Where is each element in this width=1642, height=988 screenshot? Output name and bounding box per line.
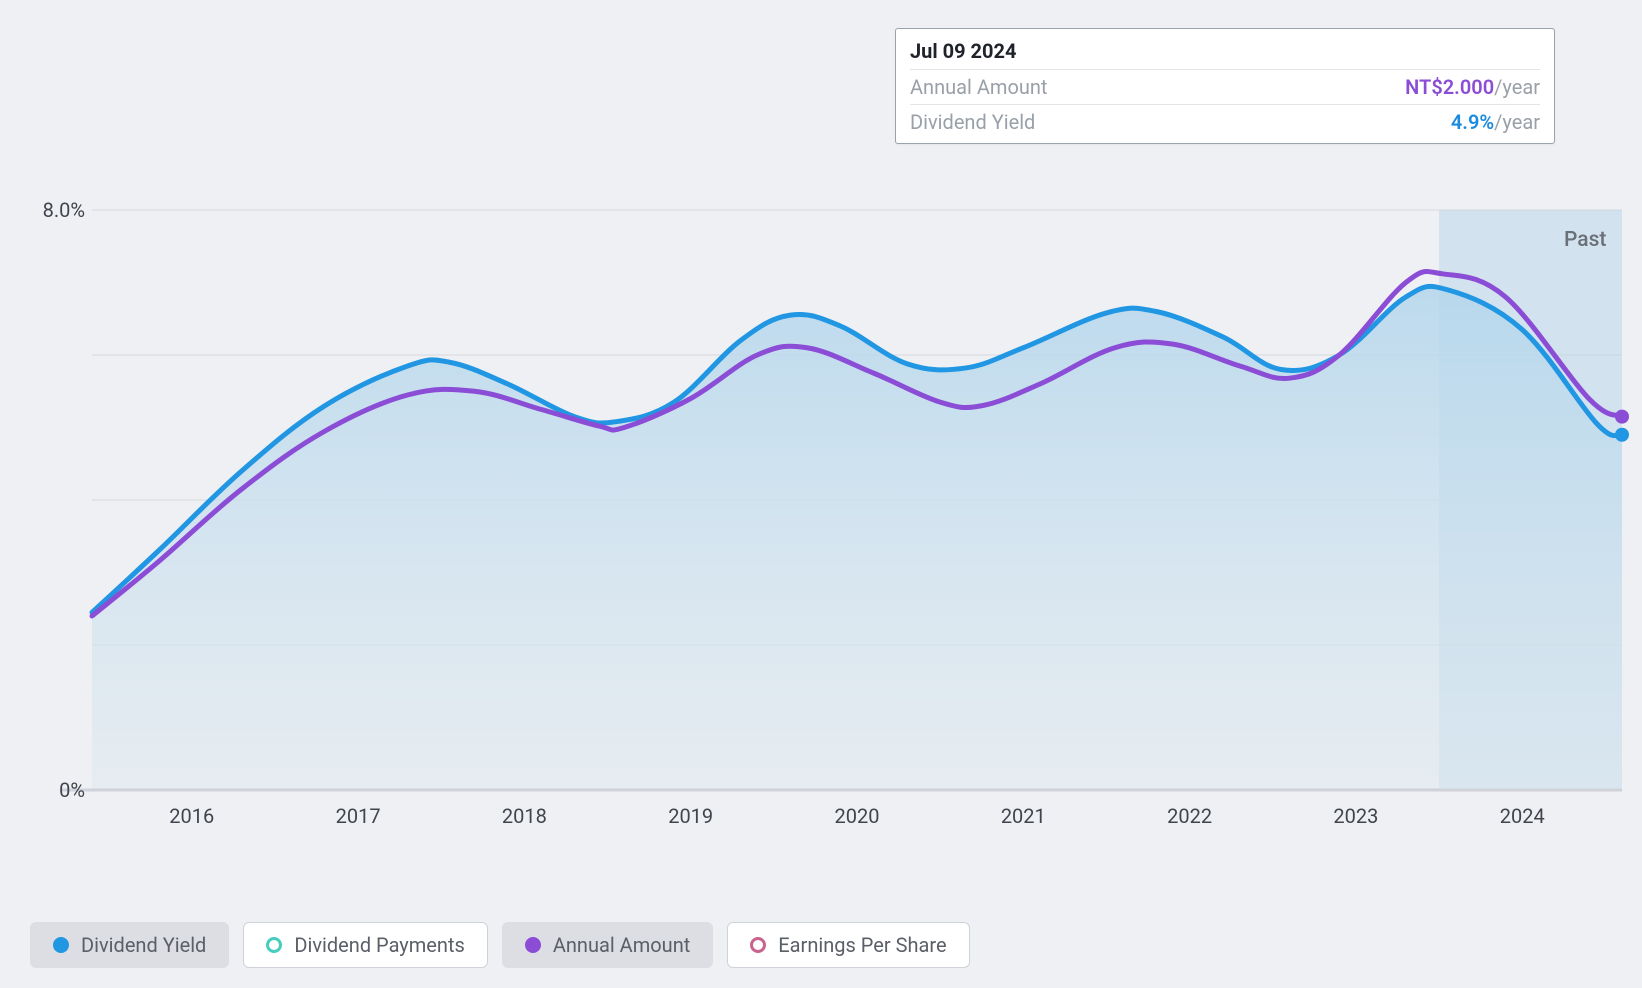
legend-item-dividend-yield[interactable]: Dividend Yield [30, 922, 229, 968]
legend-item-annual-amount[interactable]: Annual Amount [502, 922, 713, 968]
tooltip-row-dividend-yield: Dividend Yield 4.9%/year [910, 105, 1540, 139]
x-axis-label: 2024 [1500, 804, 1545, 828]
legend-marker-icon [525, 937, 541, 953]
chart-tooltip: Jul 09 2024 Annual Amount NT$2.000/year … [895, 28, 1555, 144]
tooltip-label: Dividend Yield [910, 110, 1035, 134]
x-axis-label: 2017 [336, 804, 381, 828]
tooltip-value: 4.9%/year [1451, 110, 1540, 134]
legend-label: Annual Amount [553, 933, 690, 957]
chart-legend: Dividend Yield Dividend Payments Annual Am… [30, 922, 970, 968]
y-axis-label: 8.0% [43, 198, 85, 222]
past-region-label: Past [1564, 228, 1606, 252]
tooltip-title: Jul 09 2024 [910, 39, 1540, 70]
x-axis-label: 2023 [1333, 804, 1378, 828]
x-axis-label: 2020 [835, 804, 880, 828]
legend-marker-icon [266, 937, 282, 953]
x-axis-label: 2019 [668, 804, 713, 828]
tooltip-label: Annual Amount [910, 75, 1047, 99]
y-axis-label: 0% [59, 778, 85, 802]
x-axis-label: 2022 [1167, 804, 1212, 828]
legend-item-dividend-payments[interactable]: Dividend Payments [243, 922, 487, 968]
x-axis-label: 2021 [1001, 804, 1046, 828]
legend-label: Dividend Yield [81, 933, 206, 957]
tooltip-row-annual-amount: Annual Amount NT$2.000/year [910, 70, 1540, 105]
x-axis-label: 2018 [502, 804, 547, 828]
legend-label: Dividend Payments [294, 933, 464, 957]
tooltip-value: NT$2.000/year [1405, 75, 1540, 99]
legend-label: Earnings Per Share [778, 933, 946, 957]
legend-item-earnings-per-share[interactable]: Earnings Per Share [727, 922, 969, 968]
chart-stage: Past 0% 8.0% 2016 2017 2018 2019 2020 2021 2022 2… [0, 0, 1642, 988]
legend-marker-icon [750, 937, 766, 953]
x-axis-label: 2016 [169, 804, 214, 828]
legend-marker-icon [53, 937, 69, 953]
